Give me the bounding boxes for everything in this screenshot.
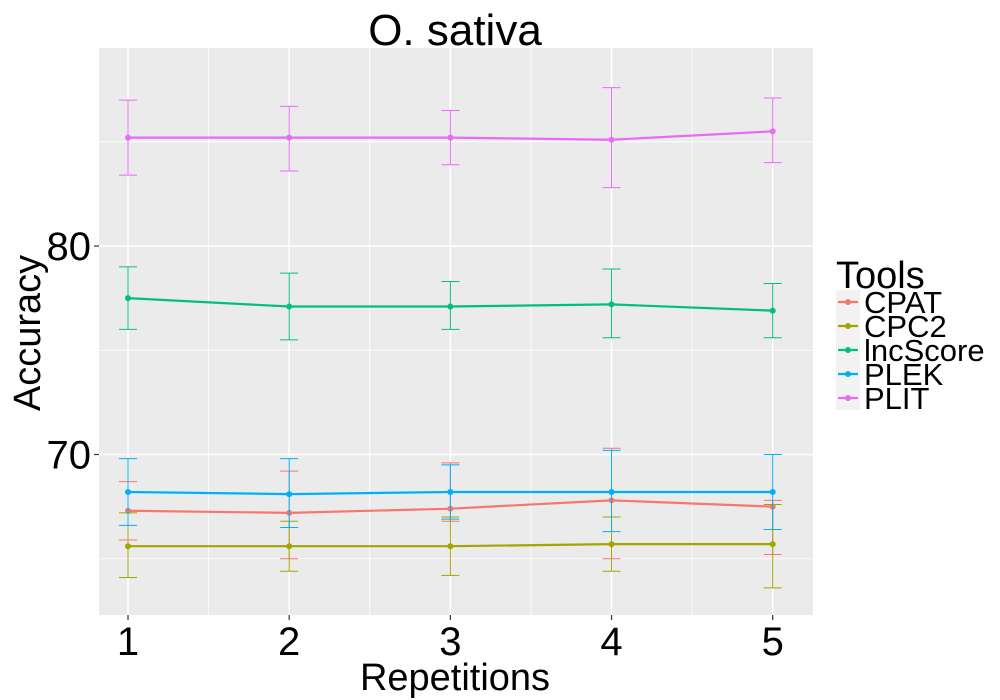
- x-tick-label: 5: [762, 620, 784, 664]
- data-point-lncscore: [769, 307, 776, 314]
- y-tick-label: 70: [47, 433, 92, 477]
- legend-key-point: [845, 395, 851, 401]
- legend-item-cpc2: CPC2: [836, 309, 947, 344]
- x-tick-label: 4: [600, 620, 622, 664]
- legend-label: CPAT: [864, 285, 942, 320]
- legend-item-plit: PLIT: [836, 381, 930, 416]
- data-point-plek: [447, 489, 454, 496]
- legend-item-plek: PLEK: [836, 357, 944, 392]
- y-axis-label: Accuracy: [7, 255, 49, 411]
- axis-layer: 70 80 1 2 3 4 5: [47, 225, 784, 664]
- data-point-plit: [608, 136, 615, 143]
- series-layer: [119, 87, 782, 589]
- series-plit: [119, 87, 782, 189]
- data-point-cpc2: [769, 541, 776, 548]
- legend-key-point: [845, 323, 851, 329]
- legend-label: CPC2: [864, 309, 947, 344]
- data-point-lncscore: [125, 295, 132, 302]
- data-point-lncscore: [447, 303, 454, 310]
- data-point-cpc2: [608, 541, 615, 548]
- data-point-lncscore: [608, 301, 615, 308]
- plot-panel: [99, 48, 813, 615]
- data-point-plit: [286, 134, 293, 141]
- data-point-plit: [769, 128, 776, 135]
- legend-key-point: [845, 347, 851, 353]
- data-point-plek: [769, 489, 776, 496]
- data-point-lncscore: [286, 303, 293, 310]
- data-point-plek: [125, 489, 132, 496]
- legend-label: lncScore: [864, 333, 985, 368]
- data-point-plek: [286, 491, 293, 498]
- data-point-plek: [608, 489, 615, 496]
- legend-label: PLIT: [864, 381, 930, 416]
- x-tick-label: 3: [439, 620, 461, 664]
- legend-key-point: [845, 299, 851, 305]
- x-tick-label: 2: [278, 620, 300, 664]
- legend-label: PLEK: [864, 357, 944, 392]
- data-point-cpc2: [125, 543, 132, 550]
- legend-key-point: [845, 371, 851, 377]
- chart-title: O. sativa: [368, 6, 542, 55]
- data-point-plit: [447, 134, 454, 141]
- x-axis-label: Repetitions: [360, 657, 550, 699]
- data-point-cpc2: [447, 543, 454, 550]
- y-tick-label: 80: [47, 225, 92, 269]
- series-lncscore: [119, 266, 782, 341]
- data-point-plit: [125, 134, 132, 141]
- legend-item-lncscore: lncScore: [836, 333, 985, 368]
- data-point-cpc2: [286, 543, 293, 550]
- grid-minor: [99, 48, 813, 615]
- x-tick-label: 1: [117, 620, 139, 664]
- legend-item-cpat: CPAT: [836, 285, 942, 320]
- series-plek: [119, 449, 782, 533]
